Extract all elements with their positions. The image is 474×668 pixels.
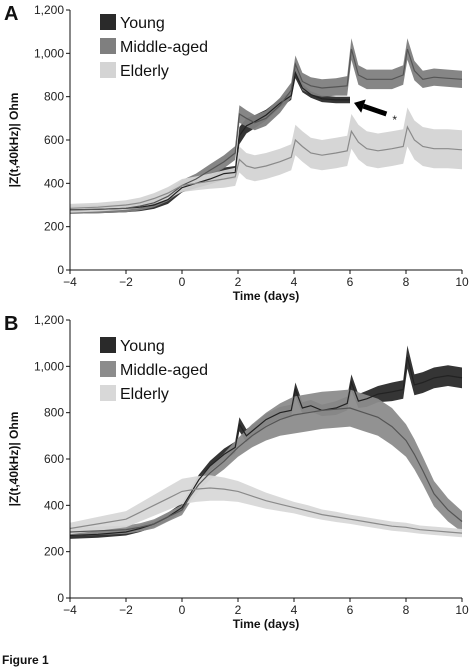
figure-caption-fragment: Figure 1 — [2, 653, 49, 667]
series-line-elderly — [69, 125, 463, 209]
x-tick-label: −2 — [119, 603, 133, 617]
y-tick-label: 800 — [44, 90, 64, 104]
series-sd-band-middle-aged — [70, 389, 462, 537]
panel-letter: B — [4, 313, 18, 335]
x-tick-label: 2 — [235, 275, 242, 289]
legend-label: Elderly — [120, 386, 169, 403]
y-tick-label: 400 — [44, 176, 64, 190]
annotation-arrow-shaft — [362, 103, 388, 117]
y-tick-label: 1,000 — [34, 359, 64, 373]
x-tick-label: 6 — [347, 603, 354, 617]
x-tick-label: 8 — [403, 275, 410, 289]
x-tick-label: 4 — [291, 275, 298, 289]
y-tick-label: 1,000 — [34, 46, 64, 60]
y-tick-label: 800 — [44, 406, 64, 420]
series-sd-band-middle-aged — [70, 38, 462, 214]
y-axis-title: |Z(t,40kHz)| Ohm — [7, 412, 21, 507]
series-sd-band-young — [70, 345, 462, 539]
legend-swatch — [100, 385, 116, 401]
x-tick-label: 0 — [179, 603, 186, 617]
series-line-middle-aged — [69, 407, 463, 533]
y-tick-label: 600 — [44, 133, 64, 147]
panel-a: A 0 200 400 600 800 1,000 1,200 −4 −2 0 2 4 6 8 10 Time … — [4, 3, 469, 303]
legend-swatch — [100, 62, 116, 78]
panel-letter: A — [4, 3, 18, 25]
series-line-young — [69, 70, 350, 211]
annotation-arrow-head — [354, 99, 366, 113]
annotation-asterisk: * — [392, 113, 397, 127]
y-tick-label: 200 — [44, 220, 64, 234]
x-tick-label: −2 — [119, 275, 133, 289]
x-tick-label: 8 — [403, 603, 410, 617]
y-tick-label: 0 — [57, 591, 64, 605]
y-tick-label: 200 — [44, 545, 64, 559]
x-tick-label: 2 — [235, 603, 242, 617]
legend-label: Middle-aged — [120, 39, 208, 56]
y-tick-label: 600 — [44, 452, 64, 466]
legend-swatch — [100, 361, 116, 377]
legend-swatch — [100, 337, 116, 353]
x-tick-label: −4 — [63, 603, 77, 617]
y-tick-label: 1,200 — [34, 3, 64, 17]
series-sd-band-elderly — [70, 107, 462, 213]
x-tick-label: 0 — [179, 275, 186, 289]
legend-label: Middle-aged — [120, 362, 208, 379]
x-axis-title: Time (days) — [233, 289, 299, 303]
x-tick-label: 10 — [455, 275, 469, 289]
series-line-elderly — [69, 487, 463, 534]
legend-label: Elderly — [120, 63, 169, 80]
x-axis-title: Time (days) — [233, 617, 299, 631]
x-tick-label: 4 — [291, 603, 298, 617]
panel-b: B 0 200 400 600 800 1,000 1,200 −4 −2 0 2 4 6 8 10 Time … — [4, 313, 469, 631]
legend-swatch — [100, 38, 116, 54]
legend-label: Young — [120, 338, 165, 355]
y-axis-title: |Z(t,40kHz)| Ohm — [7, 93, 21, 188]
legend-label: Young — [120, 15, 165, 32]
y-tick-label: 1,200 — [34, 313, 64, 327]
y-tick-label: 400 — [44, 498, 64, 512]
x-tick-label: 10 — [455, 603, 469, 617]
series-line-young — [69, 356, 463, 537]
y-tick-label: 0 — [57, 263, 64, 277]
x-tick-label: 6 — [347, 275, 354, 289]
x-tick-label: −4 — [63, 275, 77, 289]
legend-swatch — [100, 14, 116, 30]
series-line-middle-aged — [69, 48, 463, 211]
